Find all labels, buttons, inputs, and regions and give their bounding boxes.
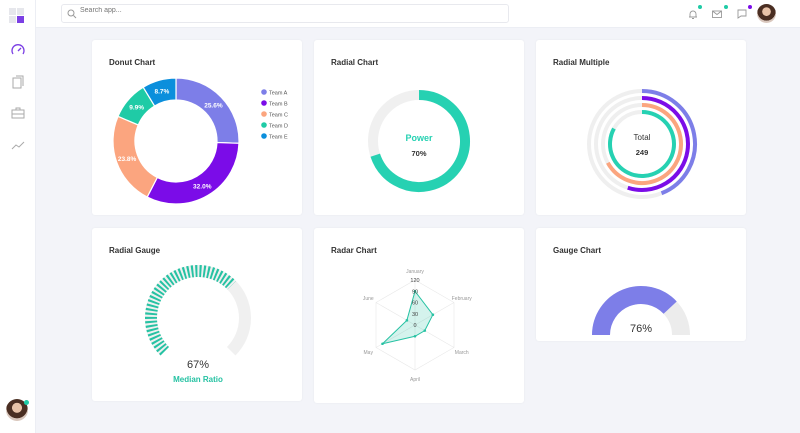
radial-bar [608,110,676,178]
radial-bar [627,96,690,192]
gauge-chart-card: Gauge Chart 76% [536,228,746,341]
radial-bar [370,90,470,192]
radial-gauge-chart: 67% Median Ratio [145,265,251,384]
legend-label: Team A [269,91,288,97]
donut-slice [175,77,240,144]
radar-point [413,334,417,338]
radar-chart-card: Radar Chart January February March April May… [314,228,524,403]
radar-category-label: May [364,350,374,356]
radar-tick-label: 90 [412,289,418,295]
mail-icon[interactable] [711,8,723,20]
card-title: Radar Chart [331,246,377,255]
radial-chart: Power 70% [368,90,470,192]
gauge-label: Median Ratio [173,375,223,384]
chat-dot [748,5,752,9]
legend-label: Team C [269,113,288,119]
gauge-chart: 76% [592,286,690,336]
search-input[interactable] [80,7,480,14]
top-header [36,0,800,28]
radar-tick-label: 120 [410,278,419,284]
radar-point [423,329,427,332]
radial-bar [606,103,683,185]
donut-slice [146,141,240,205]
radar-category-label: March [455,350,469,356]
notification-dot [698,5,702,9]
radar-category-label: April [410,377,420,383]
search-box[interactable] [61,4,509,23]
radial-chart-card: Radial Chart Power 70% [314,40,524,215]
total-value: 249 [636,148,649,157]
card-title: Radial Gauge [109,246,161,255]
donut-slice [142,77,177,107]
donut-chart: 25.6% Team A 32.0% Team B 23.8% Team C 9.9% Tea… [112,77,288,205]
legend-label: Team D [269,124,288,130]
card-title: Radial Chart [331,58,379,67]
header-avatar[interactable] [757,4,776,23]
donut-data-label: 25.6% [204,102,223,109]
bell-icon[interactable] [687,8,699,20]
online-status-dot [24,400,29,405]
clipboard-icon[interactable] [10,74,26,90]
briefcase-icon[interactable] [10,105,26,121]
legend-marker [261,133,267,139]
card-title: Radial Multiple [553,58,610,67]
app-logo[interactable] [9,8,25,24]
legend-label: Team E [269,135,288,141]
radial-value: 70% [411,149,426,158]
card-title: Donut Chart [109,58,156,67]
radial-multiple-card: Radial Multiple Total 249 [536,40,746,215]
radar-axis [375,302,416,326]
trend-icon[interactable] [10,137,26,153]
card-title: Gauge Chart [553,246,602,255]
total-label: Total [634,133,651,142]
donut-chart-card: Donut Chart 25.6% Team A 32.0% Team B 23.8% T… [92,40,302,215]
radar-axis [414,324,455,348]
legend-marker [261,89,267,95]
radial-multiple-chart: Total 249 [587,89,697,199]
legend-marker [261,100,267,106]
legend-marker [261,122,267,128]
gauge-bar [592,286,677,336]
radar-point [431,313,435,316]
dashboard-icon[interactable] [10,42,26,58]
radar-point [381,342,384,346]
radar-tick-label: 60 [412,301,418,307]
radar-category-label: February [452,296,473,302]
search-icon [67,9,77,19]
radar-tick-label: 30 [412,312,418,318]
legend-marker [261,111,267,117]
radar-tick-label: 0 [413,323,416,329]
donut-data-label: 32.0% [193,183,212,190]
gauge-value: 67% [187,359,209,371]
radar-axis [414,302,455,326]
chat-icon[interactable] [736,8,748,20]
radial-label: Power [405,133,433,143]
legend-label: Team B [269,102,288,108]
radar-point [413,289,417,293]
radial-bar [641,89,697,196]
sidebar [0,0,36,433]
radar-point [405,319,409,322]
user-avatar[interactable] [6,399,28,421]
donut-data-label: 9.9% [129,105,144,112]
donut-data-label: 23.8% [118,156,137,163]
radial-gauge-card: Radial Gauge 67% Median Ratio [92,228,302,401]
gauge-bar [145,265,237,356]
mail-dot [724,5,728,9]
gauge-value: 76% [630,323,652,335]
radar-chart: January February March April May June 0 30 60 90 1… [363,269,473,383]
radar-category-label: January [406,269,424,275]
donut-data-label: 8.7% [155,88,170,95]
radar-category-label: June [363,296,374,302]
